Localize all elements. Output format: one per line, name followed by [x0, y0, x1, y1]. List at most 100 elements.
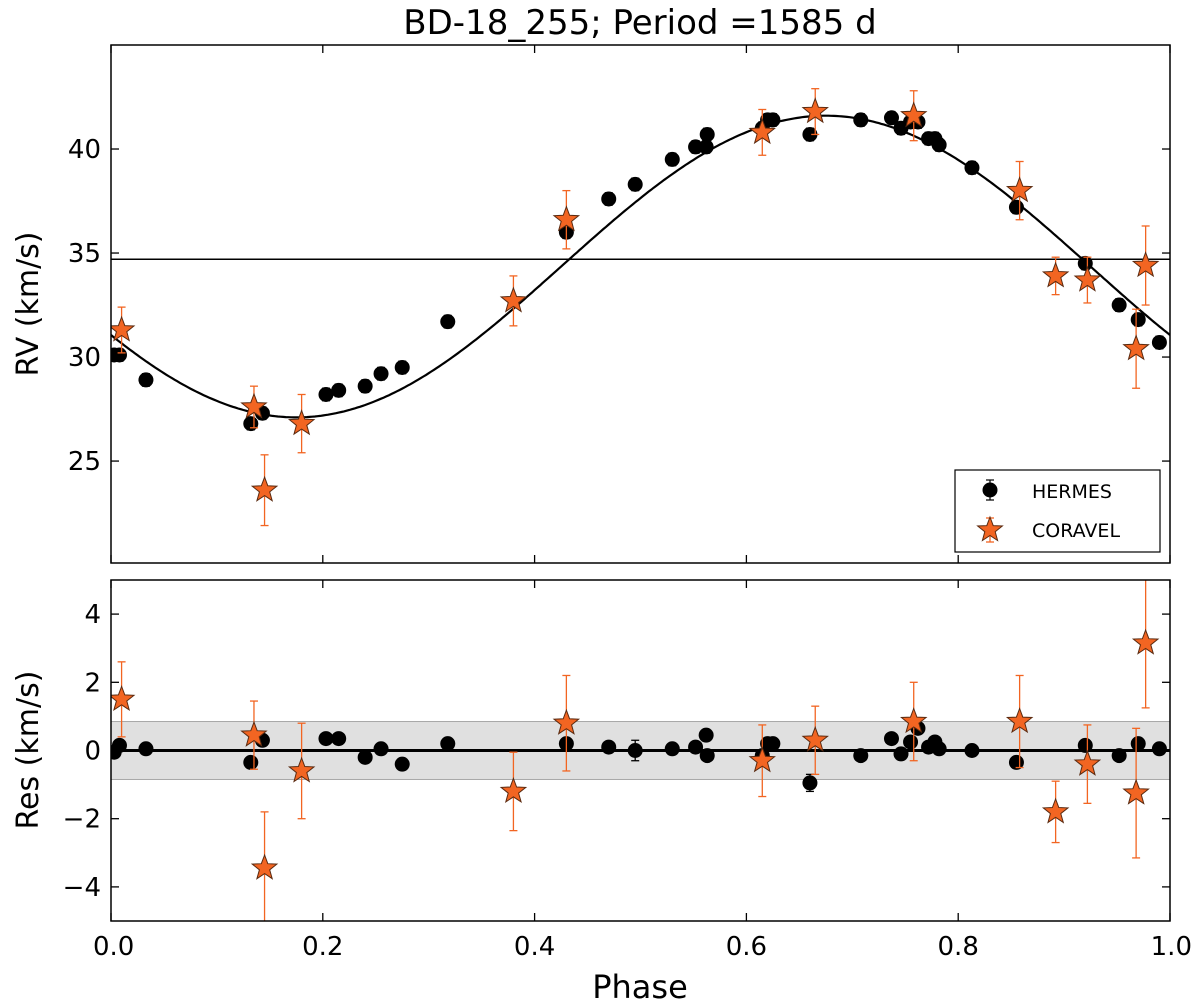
- rv-y-tick-label: 35: [68, 239, 101, 269]
- res-coravel-point: [1073, 749, 1102, 776]
- rv-hermes-point: [883, 110, 899, 126]
- res-hermes-point: [883, 731, 899, 747]
- res-hermes-point: [243, 754, 259, 770]
- legend-coravel-marker: [976, 515, 1004, 543]
- res-hermes-point: [765, 736, 781, 752]
- rv-hermes-point: [765, 112, 781, 128]
- rv-plot-frame: [110, 44, 1171, 564]
- rv-hermes-point: [373, 366, 389, 382]
- rv-panel: 25 30 35 40 RV (km/s) HERMES CORAVEL: [11, 44, 1171, 564]
- res-hermes-point: [440, 736, 456, 752]
- res-coravel-point: [552, 708, 581, 735]
- res-hermes-point: [1151, 741, 1167, 757]
- rv-coravel-point: [287, 409, 316, 436]
- res-hermes-point: [688, 739, 704, 755]
- rv-hermes-point: [1130, 312, 1146, 328]
- rv-coravel-point: [801, 97, 829, 124]
- res-hermes-point: [394, 756, 410, 772]
- legend-coravel-label: CORAVEL: [1032, 520, 1120, 542]
- res-hermes-point: [893, 746, 909, 762]
- res-coravel-point: [499, 776, 528, 804]
- res-hermes-point: [699, 748, 715, 764]
- rv-hermes-point: [331, 382, 347, 398]
- residual-panel: 0.0 0.2 0.4 0.6 0.8 1.0 −4 −2 0 2 4 Res (km/s) Pha…: [11, 579, 1192, 1005]
- x-tick-label: 0.0: [93, 932, 134, 962]
- x-tick-label: 0.6: [726, 932, 767, 962]
- rv-coravel-point: [748, 117, 776, 145]
- rv-hermes-point: [318, 386, 334, 402]
- res-coravel-point: [250, 853, 279, 880]
- res-y-tick-label: 0: [84, 737, 101, 767]
- rv-y-tick-label: 25: [68, 447, 101, 477]
- res-y-tick-label: 2: [84, 668, 101, 698]
- legend: HERMES CORAVEL: [954, 469, 1161, 553]
- res-coravel-point: [1122, 778, 1150, 805]
- res-coravel-point: [748, 746, 776, 773]
- rv-hermes-point: [1008, 199, 1024, 215]
- res-hermes-point: [373, 741, 389, 757]
- rv-coravel-point: [499, 286, 528, 313]
- rv-hermes-point: [699, 126, 715, 142]
- res-hermes-point: [138, 741, 154, 757]
- res-hermes-point: [1111, 748, 1127, 764]
- res-y-axis-label: Res (km/s): [11, 671, 46, 830]
- res-hermes-point: [1077, 737, 1093, 753]
- rv-hermes-point: [111, 347, 127, 363]
- rv-hermes-point: [627, 176, 643, 192]
- rv-hermes-point: [1111, 297, 1127, 313]
- rv-hermes-point: [853, 112, 869, 128]
- res-hermes-point: [318, 731, 334, 747]
- res-coravel-point: [287, 756, 316, 783]
- res-hermes-point: [357, 749, 373, 765]
- res-hermes-point: [931, 741, 947, 757]
- rv-hermes-point: [138, 372, 154, 388]
- res-hermes-point: [802, 775, 818, 791]
- rv-hermes-point: [1151, 334, 1167, 350]
- res-y-tick-label: −2: [63, 805, 101, 835]
- legend-hermes-marker: [982, 479, 998, 501]
- res-hermes-point: [903, 734, 919, 750]
- rv-coravel-point: [240, 392, 268, 419]
- res-coravel-point: [240, 720, 268, 747]
- x-tick-label: 0.8: [938, 932, 979, 962]
- res-coravel-point: [1131, 628, 1160, 655]
- res-coravel-point: [1041, 797, 1070, 824]
- res-coravel-point: [900, 707, 928, 734]
- rv-coravel-point: [111, 315, 136, 342]
- rv-coravel-point: [1131, 251, 1160, 278]
- rv-hermes-point: [802, 126, 818, 142]
- rv-hermes-point: [601, 191, 617, 207]
- res-hermes-point: [664, 741, 680, 757]
- x-tick-label: 0.4: [514, 932, 555, 962]
- rv-hermes-point: [1077, 255, 1093, 271]
- res-hermes-point: [111, 737, 127, 753]
- orbit-fit-curve: [111, 114, 1170, 419]
- rv-y-tick-label: 40: [68, 135, 101, 165]
- res-hermes-point: [1130, 736, 1146, 752]
- rv-hermes-point: [664, 151, 680, 167]
- res-y-tick-label: 4: [84, 600, 101, 630]
- rv-coravel-point: [1122, 334, 1150, 361]
- res-hermes-point: [698, 727, 714, 743]
- chart-title: BD-18_255; Period =1585 d: [403, 3, 876, 43]
- rv-hermes-point: [931, 137, 947, 153]
- rv-hermes-point: [688, 139, 704, 155]
- legend-hermes-label: HERMES: [1032, 481, 1112, 503]
- x-tick-label: 1.0: [1151, 932, 1192, 962]
- rv-hermes-point: [698, 139, 714, 155]
- res-coravel-point: [111, 684, 136, 712]
- rv-hermes-point: [394, 359, 410, 375]
- res-hermes-point: [601, 739, 617, 755]
- x-tick-label: 0.2: [302, 932, 343, 962]
- res-hermes-point: [853, 748, 869, 764]
- rv-coravel-point: [1041, 261, 1070, 288]
- res-hermes-point: [331, 731, 347, 747]
- rv-hermes-point: [964, 160, 980, 176]
- res-hermes-point: [627, 743, 643, 758]
- res-y-tick-label: −4: [63, 873, 101, 903]
- res-coravel-point: [801, 725, 829, 752]
- rv-coravel-point: [1005, 176, 1034, 203]
- rv-coravel-point: [1073, 265, 1102, 292]
- rv-coravel-point: [552, 205, 581, 232]
